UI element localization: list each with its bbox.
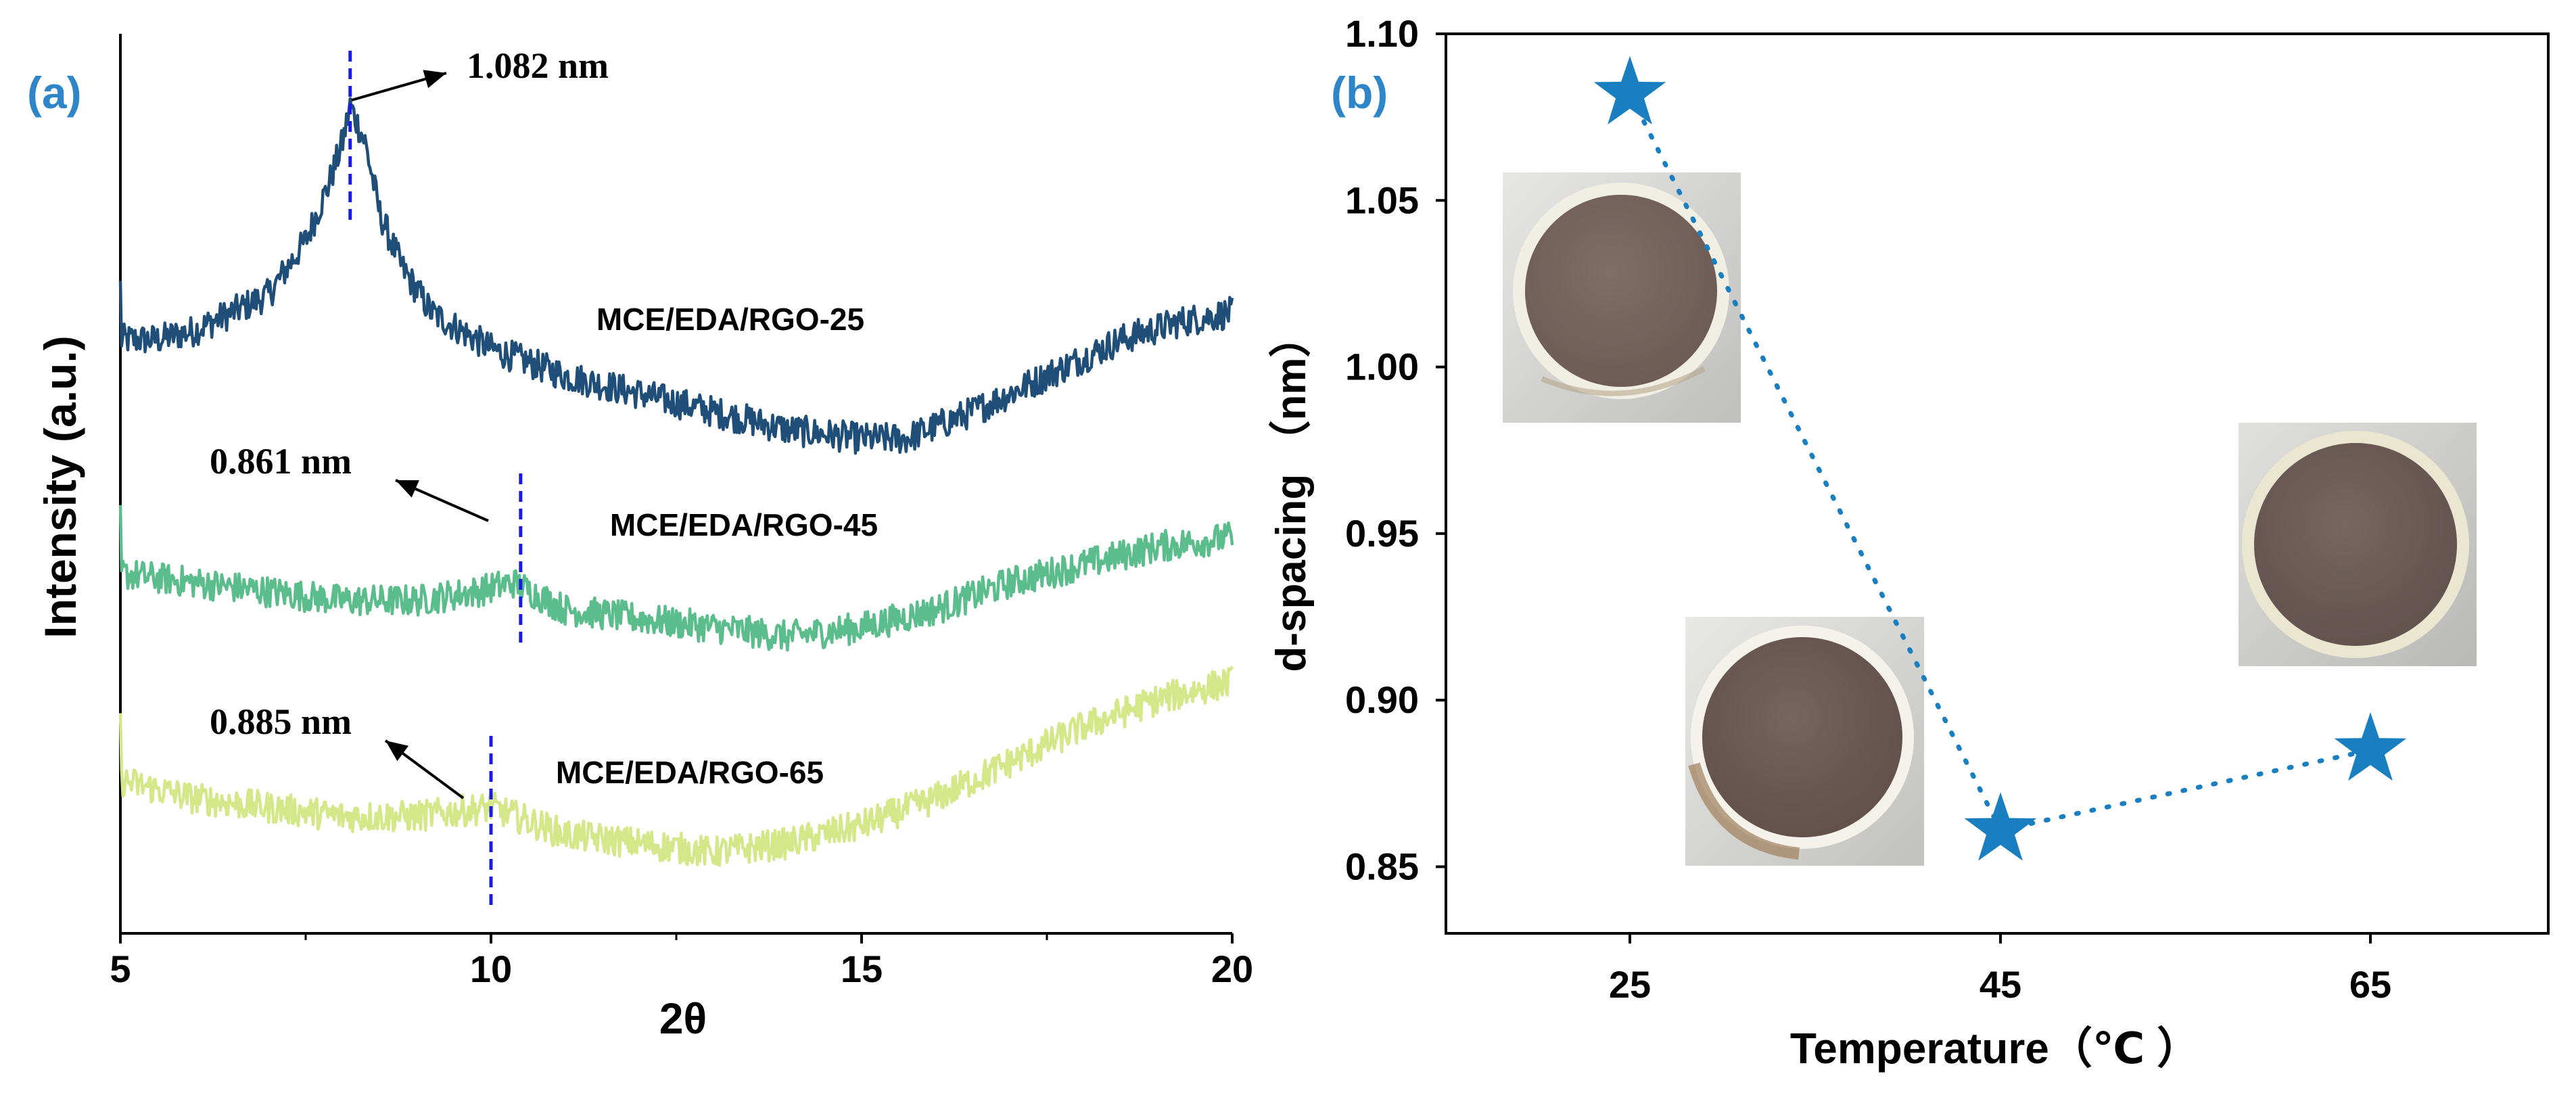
panel-b-connector <box>1627 91 2003 833</box>
panel-a-x-tick-label: 5 <box>110 948 131 990</box>
panel-b: (b) 0.85 0.90 0.95 1.00 1.05 1.10 25 45 65 <box>1267 12 2550 1073</box>
panel-a-x-ticks: 5 10 15 20 <box>110 933 1253 990</box>
panel-b-x-ticks: 25 45 65 <box>1609 933 2391 1006</box>
panel-a-series-label: MCE/EDA/RGO-65 <box>556 755 824 790</box>
panel-a-arrow-head <box>385 741 409 762</box>
panel-a-annotations: MCE/EDA/RGO-25 MCE/EDA/RGO-45 MCE/EDA/RGO-… <box>210 45 878 906</box>
membrane-photo-45 <box>1685 617 1924 866</box>
panel-b-connector <box>1998 747 2373 833</box>
panel-b-x-tick-label: 45 <box>1980 963 2021 1006</box>
panel-b-y-tick-label: 0.95 <box>1345 512 1419 555</box>
panel-a-series-label: MCE/EDA/RGO-25 <box>596 302 864 337</box>
panel-b-y-tick-label: 0.90 <box>1345 678 1419 721</box>
panel-b-xlabel: Temperature（℃ ） <box>1790 1024 2200 1073</box>
panel-a: (a) 5 10 15 20 MCE/EDA/RGO-25 MCE/EDA/RGO-45… <box>27 34 1253 1043</box>
panel-b-y-tick-label: 1.00 <box>1345 346 1419 388</box>
panel-b-y-tick-label: 1.10 <box>1345 12 1419 55</box>
panel-a-x-tick-label: 10 <box>470 948 512 990</box>
panel-a-annotation-label: 0.885 nm <box>210 701 352 742</box>
panel-a-x-tick-label: 20 <box>1211 948 1253 990</box>
panel-b-y-tick-label: 0.85 <box>1345 845 1419 887</box>
panel-a-xlabel: 2θ <box>659 994 707 1043</box>
panel-b-series <box>1593 55 2407 861</box>
panel-a-label: (a) <box>27 68 82 118</box>
membrane-photo-25 <box>1503 172 1741 423</box>
panel-a-annotation-label: 1.082 nm <box>467 45 609 86</box>
panel-a-x-tick-label: 15 <box>841 948 883 990</box>
panel-b-y-tick-label: 1.05 <box>1345 179 1419 221</box>
panel-b-star-point <box>1593 55 1666 124</box>
panel-b-star-point <box>1964 792 2037 861</box>
panel-a-series-line <box>118 505 1234 652</box>
panel-a-series-line <box>118 666 1234 867</box>
membrane-photo-65 <box>2239 423 2477 666</box>
panel-a-series-label: MCE/EDA/RGO-45 <box>610 507 878 542</box>
panel-b-label: (b) <box>1331 68 1388 118</box>
panel-a-series <box>118 97 1234 867</box>
panel-a-ylabel: Intensity (a.u.) <box>35 335 85 638</box>
panel-a-arrow-head <box>396 480 419 498</box>
panel-b-x-tick-label: 25 <box>1609 963 1651 1006</box>
panel-a-arrow-head <box>423 70 446 89</box>
panel-b-y-ticks: 0.85 0.90 0.95 1.00 1.05 1.10 <box>1345 12 1446 887</box>
panel-b-ylabel: d-spacing （nm） <box>1267 315 1315 672</box>
panel-b-star-point <box>2334 712 2407 781</box>
panel-b-x-tick-label: 65 <box>2349 963 2391 1006</box>
panel-a-annotation-label: 0.861 nm <box>210 441 352 482</box>
panel-a-series-line <box>118 97 1234 455</box>
panel-b-frame <box>1445 32 2550 935</box>
